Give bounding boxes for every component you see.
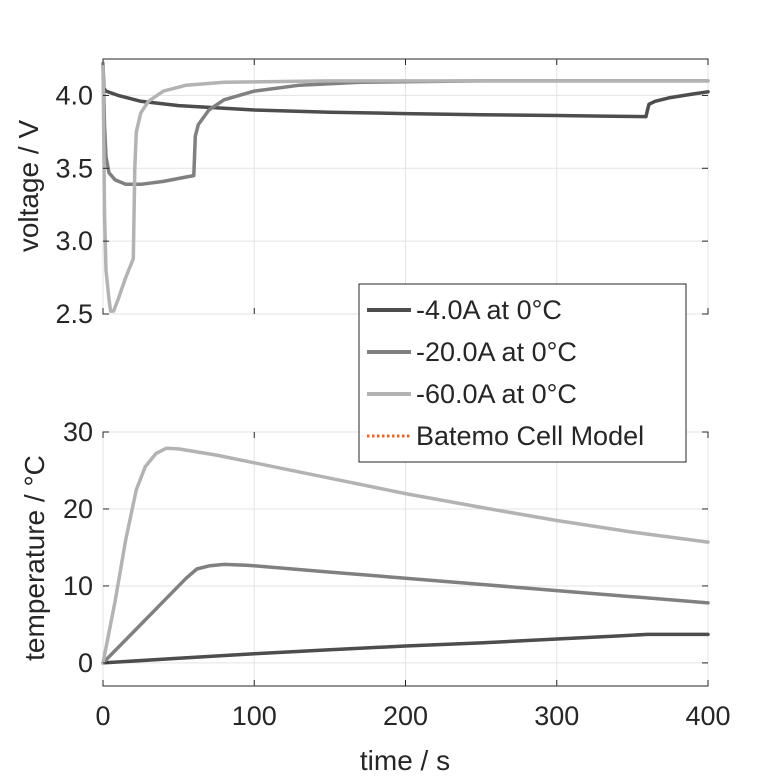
- legend: -4.0A at 0°C -20.0A at 0°C -60.0A at 0°C…: [358, 283, 687, 463]
- temperature-xtick-label: 300: [534, 701, 579, 731]
- temperature-grid: [102, 431, 709, 686]
- voltage-ylabel: voltage / V: [13, 120, 44, 253]
- legend-label: -4.0A at 0°C: [416, 295, 562, 325]
- legend-entry: -4.0A at 0°C: [367, 295, 562, 325]
- temperature-xtick-label: 400: [685, 701, 730, 731]
- temperature-ytick-label: 20: [63, 494, 93, 524]
- voltage-series-line: [101, 61, 710, 313]
- voltage-ytick-label: 2.5: [55, 299, 93, 329]
- temperature-ytick-label: 0: [78, 648, 93, 678]
- voltage-series-line: [101, 61, 710, 187]
- voltage-panel: 2.5 3.0 3.5 4.0 voltage / V: [13, 58, 710, 329]
- temperature-series: [101, 446, 710, 665]
- legend-label: Batemo Cell Model: [416, 421, 644, 451]
- time-xlabel: time / s: [360, 745, 450, 776]
- voltage-ytick-label: 3.0: [55, 226, 93, 256]
- temperature-xtick-label: 200: [383, 701, 428, 731]
- temperature-series-line: [101, 446, 710, 665]
- legend-entry: -60.0A at 0°C: [367, 379, 577, 409]
- temperature-ylabel: temperature / °C: [19, 455, 50, 661]
- legend-label: -20.0A at 0°C: [416, 337, 577, 367]
- voltage-series-line: [101, 61, 710, 119]
- legend-box: [358, 283, 687, 463]
- temperature-ytick-label: 10: [63, 571, 93, 601]
- temperature-ytick-label: 30: [63, 417, 93, 447]
- legend-entry: -20.0A at 0°C: [367, 337, 577, 367]
- voltage-series: [101, 61, 710, 313]
- voltage-ytick-label: 3.5: [55, 153, 93, 183]
- temperature-xtick-label: 0: [95, 701, 110, 731]
- temperature-series-line: [101, 562, 710, 665]
- temperature-xtick-label: 100: [232, 701, 277, 731]
- legend-label: -60.0A at 0°C: [416, 379, 577, 409]
- voltage-ytick-label: 4.0: [55, 80, 93, 110]
- legend-entry: Batemo Cell Model: [367, 421, 644, 451]
- temperature-series-line: [101, 632, 710, 665]
